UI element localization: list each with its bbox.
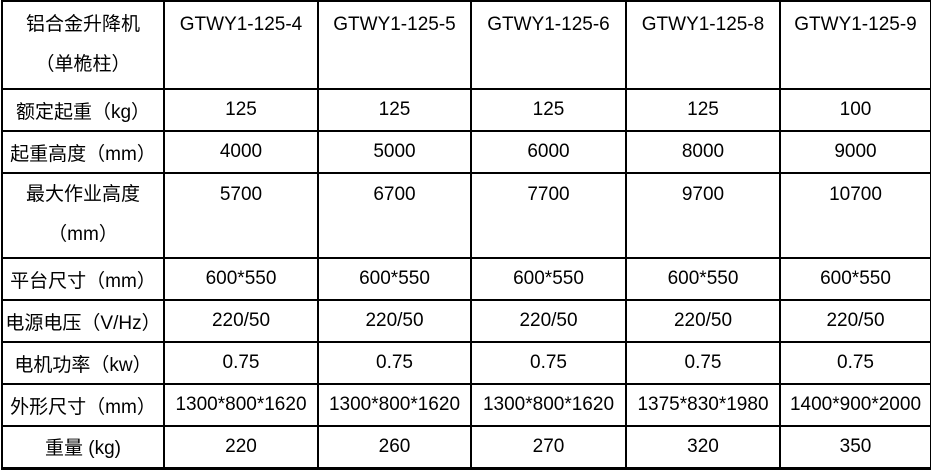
spec-value-cell: 600*550 (470, 257, 627, 301)
spec-value-cell: 220/50 (625, 299, 781, 343)
spec-value-cell: 6700 (317, 172, 472, 259)
spec-value-cell: 10700 (779, 172, 931, 259)
model-name: GTWY1-125-5 (333, 14, 456, 35)
spec-value-cell: 9000 (779, 130, 931, 174)
spec-value-cell: 1300*800*1620 (317, 383, 472, 427)
model-name: GTWY1-125-4 (179, 14, 303, 35)
spec-value-cell: 600*550 (163, 257, 319, 301)
spec-value-cell: 600*550 (317, 257, 472, 301)
table-row-motor-power: 电机功率（kw） 0.75 0.75 0.75 0.75 0.75 (1, 341, 931, 385)
table-header-row: 铝合金升降机 （单桅柱） GTWY1-125-4 GTWY1-125-5 GTW… (1, 0, 931, 90)
spec-value-cell: 270 (470, 425, 627, 470)
row-label: 最大作业高度 （mm） (1, 172, 165, 259)
spec-value-cell: 5700 (163, 172, 319, 259)
spec-value-cell: 220/50 (317, 299, 472, 343)
spec-value-cell: 0.75 (625, 341, 781, 385)
table-row-overall-dimensions: 外形尺寸（mm） 1300*800*1620 1300*800*1620 130… (1, 383, 931, 427)
spec-value-cell: 0.75 (317, 341, 472, 385)
model-name: GTWY1-125-9 (794, 14, 917, 35)
table-row-lifting-height: 起重高度（mm） 4000 5000 6000 8000 9000 (1, 130, 931, 174)
spec-value-cell: 1300*800*1620 (163, 383, 319, 427)
table-row-max-working-height: 最大作业高度 （mm） 5700 6700 7700 9700 10700 (1, 172, 931, 259)
model-header-cell: GTWY1-125-4 (163, 0, 319, 90)
spec-value-cell: 220/50 (163, 299, 319, 343)
table-row-platform-size: 平台尺寸（mm） 600*550 600*550 600*550 600*550… (1, 257, 931, 301)
spec-value-cell: 220/50 (779, 299, 931, 343)
spec-value-cell: 220 (163, 425, 319, 470)
spec-value-cell: 4000 (163, 130, 319, 174)
table-row-power-voltage: 电源电压（V/Hz） 220/50 220/50 220/50 220/50 2… (1, 299, 931, 343)
table-row-weight: 重量 (kg) 220 260 270 320 350 (1, 425, 931, 470)
spec-value-cell: 6000 (470, 130, 627, 174)
row-label: 起重高度（mm） (1, 130, 165, 174)
row-label-line1: 最大作业高度 (25, 184, 140, 205)
row-label: 外形尺寸（mm） (1, 383, 165, 427)
row-label-line2: （mm） (48, 224, 118, 245)
row-label: 重量 (kg) (1, 425, 165, 470)
spec-value-cell: 125 (470, 88, 627, 132)
spec-value-cell: 1300*800*1620 (470, 383, 627, 427)
spec-value-cell: 260 (317, 425, 472, 470)
product-name-line1: 铝合金升降机 (25, 14, 140, 35)
spec-value-cell: 320 (625, 425, 781, 470)
model-header-cell: GTWY1-125-8 (625, 0, 781, 90)
spec-value-cell: 9700 (625, 172, 781, 259)
spec-value-cell: 100 (779, 88, 931, 132)
spec-value-cell: 5000 (317, 130, 472, 174)
model-header-cell: GTWY1-125-6 (470, 0, 627, 90)
row-label: 电机功率（kw） (1, 341, 165, 385)
model-name: GTWY1-125-6 (487, 14, 610, 35)
spec-value-cell: 125 (625, 88, 781, 132)
spec-value-cell: 0.75 (163, 341, 319, 385)
spec-value-cell: 600*550 (779, 257, 931, 301)
model-header-cell: GTWY1-125-5 (317, 0, 472, 90)
product-name-cell: 铝合金升降机 （单桅柱） (1, 0, 165, 90)
spec-value-cell: 125 (317, 88, 472, 132)
product-name-line2: （单桅柱） (35, 54, 131, 75)
spec-value-cell: 1400*900*2000 (779, 383, 931, 427)
spec-value-cell: 350 (779, 425, 931, 470)
spec-value-cell: 600*550 (625, 257, 781, 301)
row-label: 平台尺寸（mm） (1, 257, 165, 301)
table-row-rated-load: 额定起重（kg） 125 125 125 125 100 (1, 88, 931, 132)
spec-value-cell: 0.75 (470, 341, 627, 385)
model-header-cell: GTWY1-125-9 (779, 0, 931, 90)
spec-value-cell: 0.75 (779, 341, 931, 385)
model-name: GTWY1-125-8 (641, 14, 765, 35)
spec-value-cell: 125 (163, 88, 319, 132)
spec-value-cell: 1375*830*1980 (625, 383, 781, 427)
spec-value-cell: 7700 (470, 172, 627, 259)
spec-value-cell: 8000 (625, 130, 781, 174)
row-label: 电源电压（V/Hz） (1, 299, 165, 343)
spec-value-cell: 220/50 (470, 299, 627, 343)
row-label: 额定起重（kg） (1, 88, 165, 132)
